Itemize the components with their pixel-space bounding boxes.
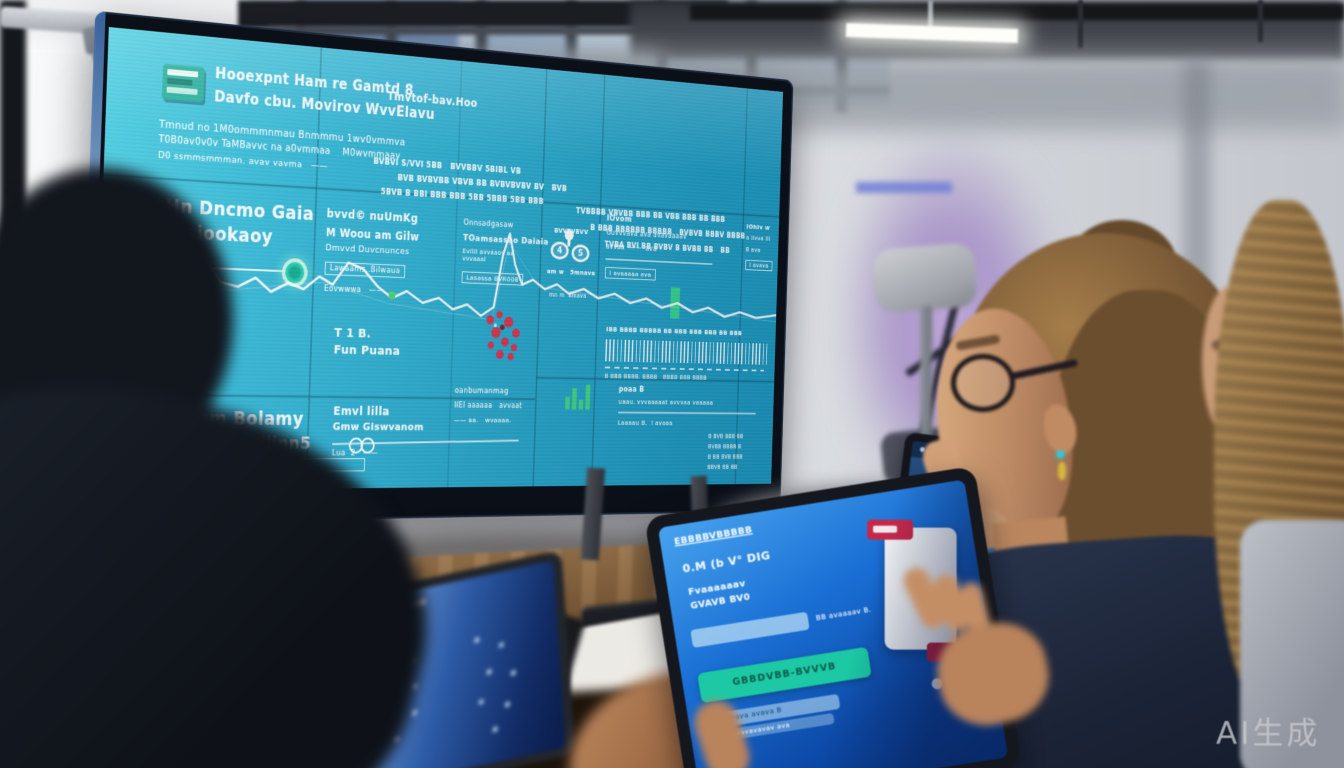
earring-teal [1056,450,1065,459]
person-long-hair [1202,190,1344,768]
glasses-lens [951,354,1015,412]
light-fixture-stem [928,0,933,28]
earring-drop [1058,462,1066,480]
ceiling-beam [690,4,1344,20]
hanging-rod [1078,0,1083,48]
foreground-silhouette-person [0,168,470,768]
ai-generated-watermark: AI生成 [1216,708,1320,753]
palm [929,614,1057,735]
scene: Hooexpnt Ham re Gamtd 8 Davfo cbu. Movir… [0,0,1344,768]
hanging-rod [1258,0,1263,42]
shoulder [0,333,470,768]
dot-cluster [474,637,479,643]
purple-light-tube [856,182,952,193]
right-hand [912,566,1062,726]
